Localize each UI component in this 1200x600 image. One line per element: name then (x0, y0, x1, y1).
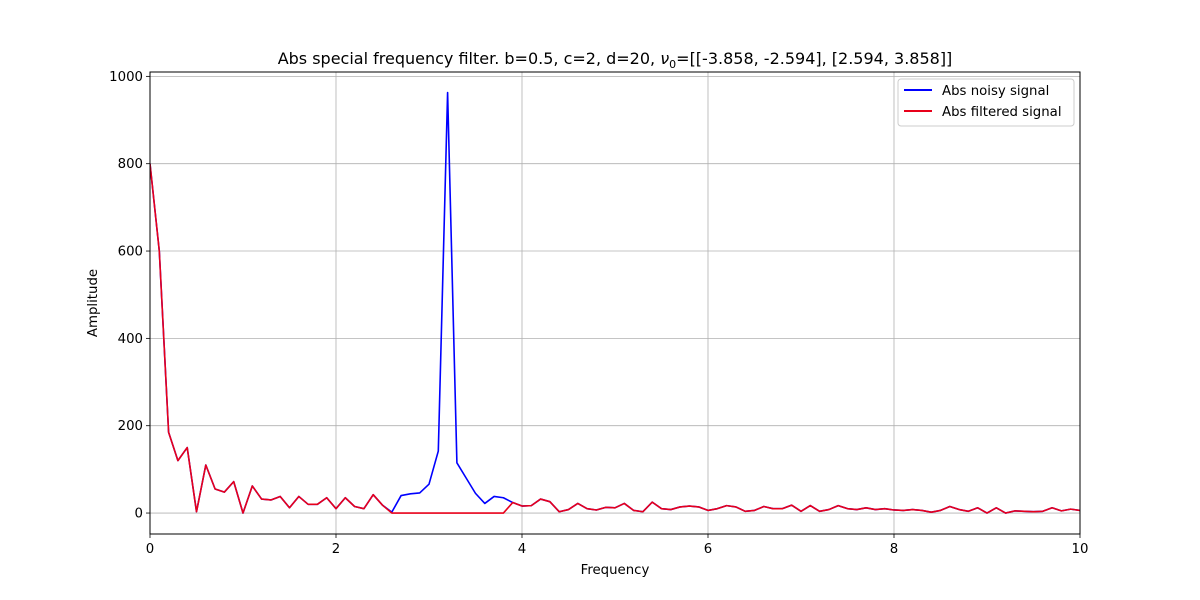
legend-box (897, 78, 1075, 127)
y-tick-label: 600 (118, 245, 143, 260)
x-axis-label: Frequency (581, 563, 650, 578)
x-tick-label: 0 (146, 542, 154, 557)
title-nu: ν (660, 49, 669, 68)
legend-label-filtered: Abs filtered signal (942, 105, 1062, 120)
y-tick-label: 200 (118, 419, 143, 434)
y-tick-label: 800 (118, 157, 143, 172)
x-tick-label: 2 (332, 542, 340, 557)
x-axis: 0 2 4 6 8 10 (146, 534, 1089, 557)
plot-frame (149, 71, 1081, 535)
y-tick-label: 0 (135, 507, 143, 522)
x-tick-label: 4 (518, 542, 526, 557)
y-axis: 0 200 400 600 800 1000 (109, 70, 150, 522)
grid (149, 72, 1081, 534)
title-nu-subscript: 0 (669, 58, 676, 71)
legend-label-noisy: Abs noisy signal (942, 84, 1049, 99)
plot-lines (150, 91, 1080, 514)
x-tick-label: 10 (1072, 542, 1089, 557)
x-tick-label: 8 (890, 542, 898, 557)
title-prefix: Abs special frequency filter. b=0.5, c=2… (278, 49, 661, 68)
x-tick-label: 6 (704, 542, 712, 557)
series-line-abs-filtered-signal (150, 163, 1080, 514)
y-axis-label: Amplitude (86, 269, 101, 337)
title-suffix: =[[-3.858, -2.594], [2.594, 3.858]] (676, 49, 952, 68)
y-tick-label: 1000 (109, 70, 143, 85)
chart-title: Abs special frequency filter. b=0.5, c=2… (278, 49, 953, 71)
legend: Abs noisy signal Abs filtered signal (897, 78, 1075, 127)
y-tick-label: 400 (118, 332, 143, 347)
